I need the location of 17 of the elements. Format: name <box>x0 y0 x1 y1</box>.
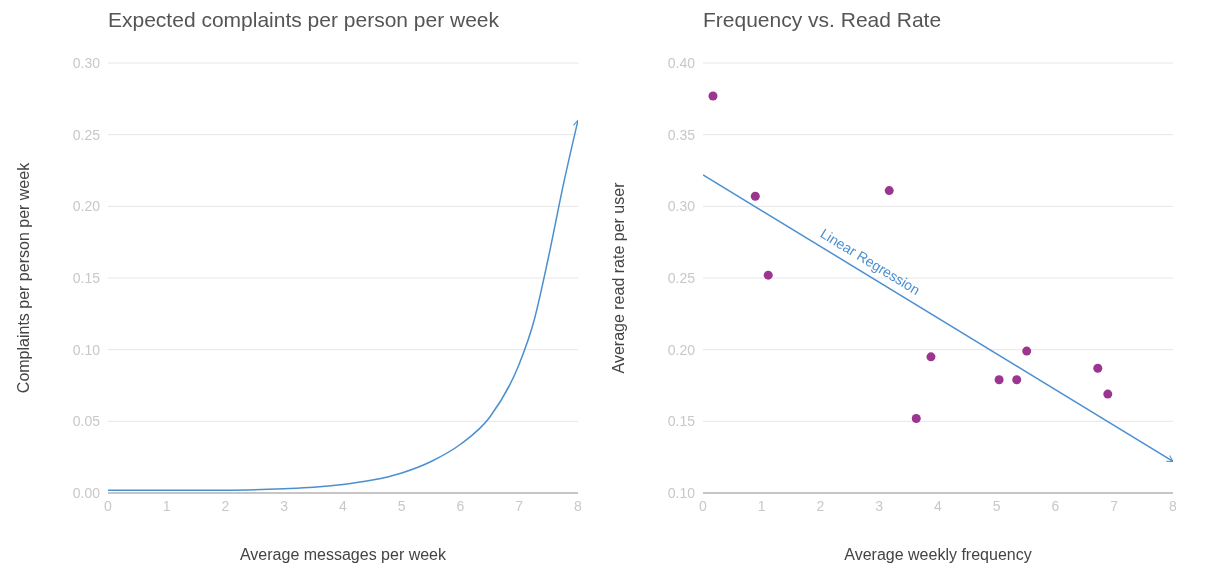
point <box>750 191 760 201</box>
point <box>708 91 718 101</box>
point <box>763 270 773 280</box>
chart-title: Expected complaints per person per week <box>108 8 501 33</box>
point <box>911 413 921 423</box>
chart-title: Frequency vs. Read Rate <box>703 8 943 33</box>
x-axis-title: Average messages per week <box>239 546 448 563</box>
point <box>994 375 1004 385</box>
point <box>1012 375 1022 385</box>
point <box>1103 389 1113 399</box>
point <box>1093 363 1103 373</box>
point <box>926 352 936 362</box>
y-axis-title: Complaints per person per week <box>14 161 32 394</box>
point <box>1022 346 1032 356</box>
point <box>884 186 894 196</box>
x-axis-title: Average weekly frequency <box>844 546 1032 563</box>
y-axis-title: Average read rate per user <box>609 181 627 374</box>
